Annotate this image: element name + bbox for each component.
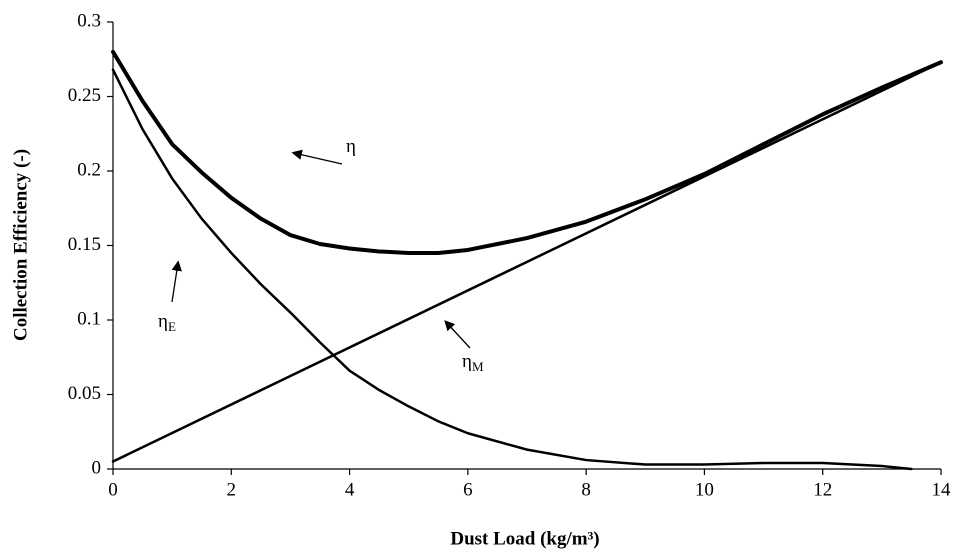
annotation-arrow	[446, 322, 470, 348]
x-tick-label: 8	[581, 479, 591, 500]
series-line	[113, 62, 941, 461]
y-tick-label: 0.15	[68, 234, 101, 255]
y-tick-label: 0.05	[68, 383, 101, 404]
y-tick-label: 0.1	[77, 308, 101, 329]
annotation-subscript: M	[472, 359, 484, 374]
annotation-text: η	[346, 136, 356, 157]
y-tick-label: 0.25	[68, 85, 101, 106]
y-tick-label: 0.2	[77, 159, 101, 180]
annotation-text: η	[462, 351, 472, 372]
annotation-text: η	[158, 311, 168, 332]
x-tick-label: 0	[108, 479, 118, 500]
x-tick-label: 12	[813, 479, 832, 500]
annotation: ηE	[158, 311, 176, 334]
x-tick-label: 4	[345, 479, 355, 500]
x-tick-label: 2	[227, 479, 237, 500]
annotation-arrow	[172, 263, 178, 302]
x-tick-label: 14	[932, 479, 952, 500]
y-tick-label: 0	[92, 457, 102, 478]
page: {"chart_data": {"type": "line", "x_label…	[0, 0, 957, 553]
annotation: ηM	[462, 351, 484, 374]
annotation-subscript: E	[168, 319, 176, 334]
annotation-arrow	[294, 153, 342, 164]
annotation: η	[346, 136, 356, 157]
chart: Dust Load (kg/m³) Collection Efficiency …	[0, 0, 957, 553]
x-tick-label: 6	[463, 479, 473, 500]
y-axis-label: Collection Efficiency (-)	[10, 149, 31, 341]
x-axis-label: Dust Load (kg/m³)	[450, 528, 599, 549]
y-tick-label: 0.3	[77, 10, 101, 31]
series-line	[113, 52, 941, 253]
x-tick-label: 10	[695, 479, 714, 500]
